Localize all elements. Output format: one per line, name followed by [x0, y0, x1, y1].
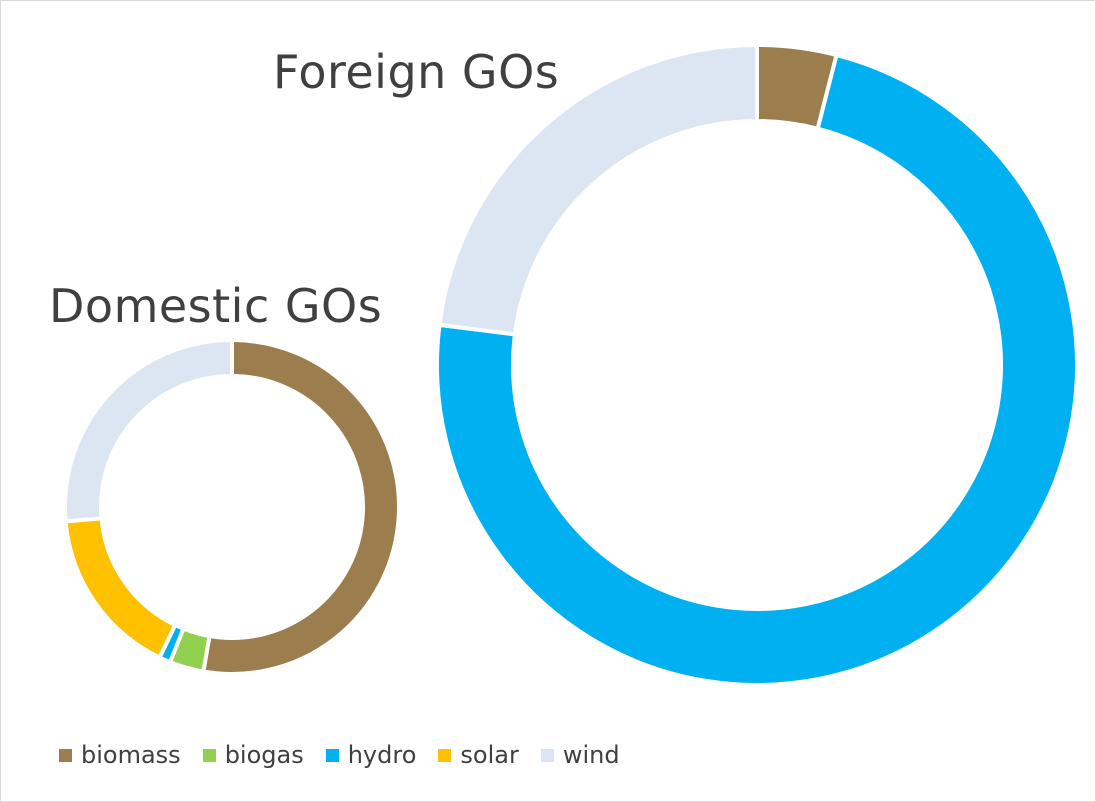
domestic-slice-solar — [63, 516, 178, 660]
legend-label-solar: solar — [460, 741, 519, 769]
legend-item-solar: solar — [438, 741, 519, 769]
legend-label-wind: wind — [562, 741, 620, 769]
legend-item-biogas: biogas — [202, 741, 304, 769]
legend: biomass biogas hydro solar wind — [59, 741, 642, 769]
legend-item-biomass: biomass — [59, 741, 181, 769]
legend-item-hydro: hydro — [325, 741, 417, 769]
legend-swatch-wind — [540, 748, 554, 762]
legend-swatch-hydro — [325, 748, 339, 762]
legend-label-biogas: biogas — [224, 741, 304, 769]
legend-swatch-biogas — [202, 748, 216, 762]
legend-swatch-biomass — [59, 748, 72, 762]
foreign-slice-wind — [437, 43, 759, 337]
domestic-doughnut — [63, 338, 401, 676]
foreign-doughnut — [435, 43, 1079, 687]
legend-label-biomass: biomass — [81, 741, 181, 769]
legend-swatch-solar — [438, 748, 452, 762]
foreign-slice-hydro — [435, 53, 1079, 687]
foreign-chart-title: Foreign GOs — [273, 45, 560, 99]
domestic-slice-wind — [63, 338, 234, 524]
domestic-chart-title: Domestic GOs — [49, 279, 383, 333]
domestic-slice-biomass — [201, 338, 401, 676]
legend-item-wind: wind — [540, 741, 620, 769]
legend-label-hydro: hydro — [347, 741, 417, 769]
